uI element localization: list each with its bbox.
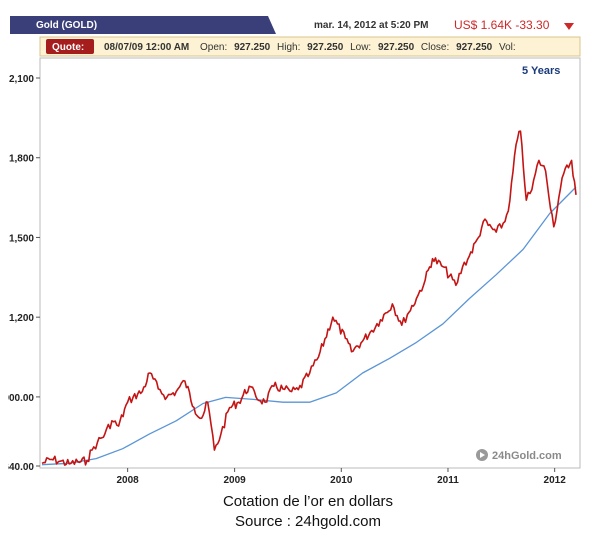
price-series-line [41,130,577,466]
range-label: 5 Years [522,65,560,77]
x-tick-label: 2011 [437,475,459,486]
play-triangle-icon [480,452,485,458]
quote-open-value: 927.250 [234,42,271,53]
quote-values: 08/07/09 12:00 AM Open: 927.250 High: 92… [104,42,516,53]
watermark-text: 24hGold.com [492,450,562,462]
y-tick-label: 640.00 [8,462,34,473]
y-tick-label: 1,200 [9,313,34,324]
y-tick-label: 2,100 [9,74,34,85]
y-tick-label: 900.00 [8,393,34,404]
chart-canvas: Gold (GOLD) mar. 14, 2012 at 5:20 PM US$… [8,4,590,486]
quote-label: Quote: [52,42,84,53]
x-tick-label: 2009 [223,475,246,486]
caption-line-1: Cotation de l’or en dollars [222,493,394,510]
plot-area [39,57,581,469]
axis-ticks: 640.00 900.00 1,200 1,500 1,800 2,100 2008 2009… [8,74,566,486]
moving-average-line [41,186,577,466]
y-tick-label: 1,500 [9,233,34,244]
quote-high-value: 927.250 [307,42,344,53]
figure-caption: Cotation de l’or en dollars Source : 24h… [8,492,600,532]
gold-chart-widget: Gold (GOLD) mar. 14, 2012 at 5:20 PM US$… [8,4,590,530]
triangle-down-icon [564,23,574,30]
quote-low-label: Low: [350,42,371,53]
quote-datetime: 08/07/09 12:00 AM [104,42,189,53]
instrument-title: Gold (GOLD) [36,20,97,31]
quote-close-label: Close: [421,42,449,53]
header-tab [10,16,276,34]
quote-low-value: 927.250 [378,42,415,53]
x-tick-label: 2012 [544,475,567,486]
quote-label-badge [46,39,94,54]
header-timestamp: mar. 14, 2012 at 5:20 PM [314,20,429,31]
y-tick-label: 1,800 [9,154,34,165]
quote-bar [39,36,581,57]
quote-high-label: High: [277,42,300,53]
quote-vol-label: Vol: [499,42,516,53]
x-tick-label: 2008 [117,475,140,486]
x-tick-label: 2010 [330,475,353,486]
quote-close-value: 927.250 [456,42,493,53]
quote-open-label: Open: [200,42,227,53]
header-price: US$ 1.64K -33.30 [454,18,550,32]
series-layer [41,130,577,466]
caption-line-2: Source : 24hgold.com [235,513,381,530]
